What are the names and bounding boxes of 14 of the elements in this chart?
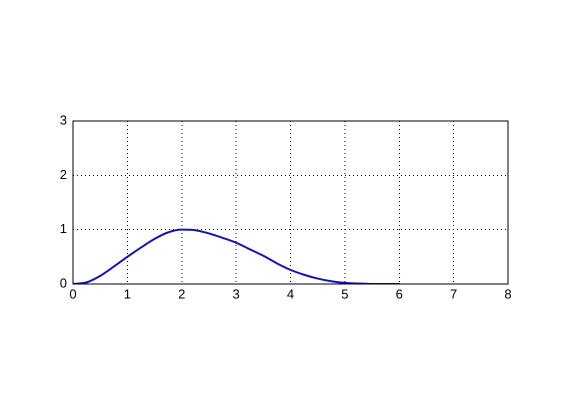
line-series [73,228,400,284]
x-tick-label: 5 [341,286,348,302]
x-tick-label: 4 [286,286,294,302]
x-tick-label: 0 [69,286,77,302]
y-tick-label: 2 [60,166,67,182]
x-tick-label: 8 [504,286,512,302]
x-tick-label: 7 [450,286,458,302]
y-tick-label: 3 [60,112,67,128]
x-tick-label: 2 [178,286,186,302]
y-tick-label: 1 [60,221,67,236]
y-tick-label: 0 [60,276,67,291]
x-tick-label: 1 [124,286,131,302]
x-tick-label: 6 [396,286,403,302]
x-tick-label: 3 [232,286,240,302]
